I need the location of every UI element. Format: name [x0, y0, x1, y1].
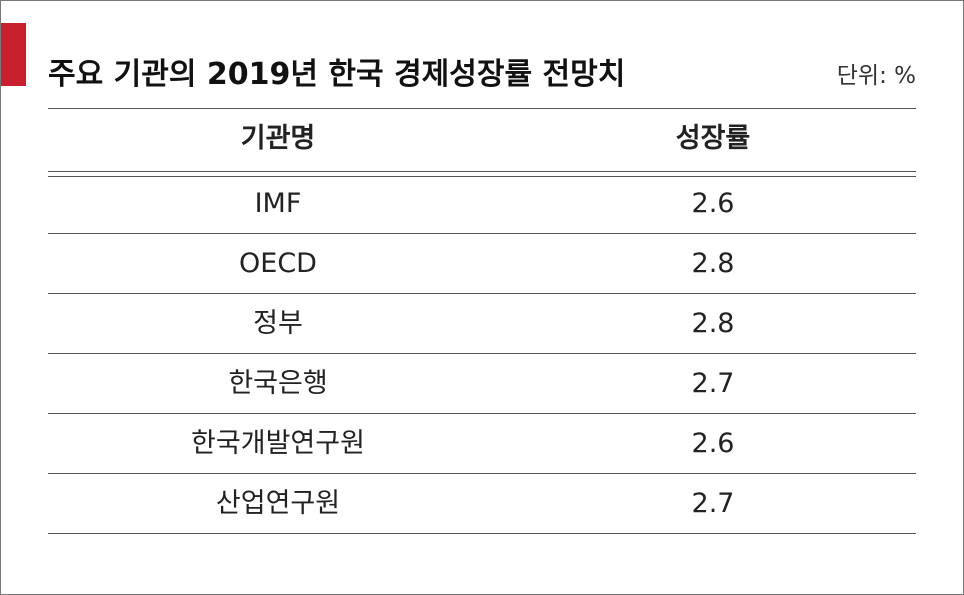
table-cell: 2.6	[691, 188, 735, 219]
rule	[48, 293, 916, 294]
table-cell: 한국개발연구원	[191, 428, 365, 459]
table-cell: OECD	[239, 248, 317, 279]
column-header: 성장률	[675, 123, 751, 154]
table-cell: 2.8	[691, 248, 735, 279]
column-header: 기관명	[240, 123, 316, 154]
rule	[48, 176, 916, 177]
table-cell: 산업연구원	[215, 488, 341, 519]
rule	[48, 233, 916, 234]
rule	[48, 353, 916, 354]
table-cell: 2.7	[691, 488, 735, 519]
table-cell: 2.7	[691, 368, 735, 399]
table-cell: 2.8	[691, 308, 735, 339]
table-cell: 정부	[253, 308, 303, 339]
rule	[48, 171, 916, 172]
rule	[48, 473, 916, 474]
rule	[48, 533, 916, 534]
unit-label: 단위: %	[836, 63, 916, 89]
rule	[48, 108, 916, 109]
table-cell: IMF	[254, 188, 302, 219]
rule	[48, 413, 916, 414]
title: 주요 기관의 2019년 한국 경제성장률 전망치	[48, 57, 626, 92]
accent-bar	[1, 23, 26, 86]
table-cell: 2.6	[691, 428, 735, 459]
table-cell: 한국은행	[228, 368, 328, 399]
